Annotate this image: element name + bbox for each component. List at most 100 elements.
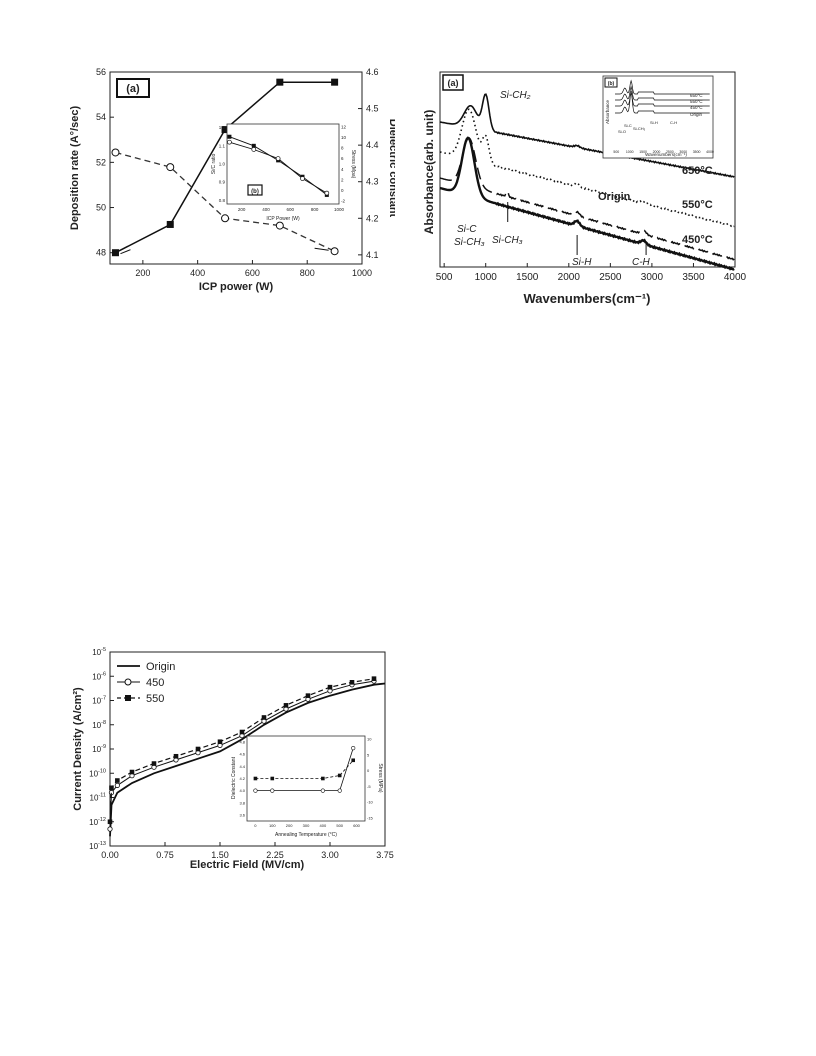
inset-x-tick-label: 100 xyxy=(269,823,276,828)
y-tick-label-right: 4.2 xyxy=(366,213,379,223)
inset-x-tick-label: 2000 xyxy=(653,150,661,154)
inset-point-stress xyxy=(324,190,330,196)
y-tick-label-right: 4.1 xyxy=(366,250,379,260)
inset-x-tick-label: 400 xyxy=(320,823,327,828)
x-tick-label: 0.00 xyxy=(101,850,119,860)
inset-point-dielectric xyxy=(351,746,356,751)
point-550 xyxy=(115,778,120,783)
panel-label: (a) xyxy=(448,78,459,88)
plot-frame xyxy=(439,71,736,268)
inset-y-axis-label: Absorbance xyxy=(605,100,610,125)
inset-point-si-c xyxy=(251,143,256,148)
point-550 xyxy=(129,769,135,775)
point-550 xyxy=(173,753,179,759)
x-tick-label: 2.25 xyxy=(266,850,284,860)
inset-x-tick-label: 1000 xyxy=(334,207,345,212)
inset-peak-si-o: Si-O xyxy=(618,129,626,134)
spectrum-origin xyxy=(439,137,735,261)
inset-point-dielectric xyxy=(337,788,342,793)
y-tick-label: 10-7 xyxy=(92,696,106,706)
inset-y-tick-label: 1.2 xyxy=(219,125,226,130)
arrow-left-axis xyxy=(120,249,131,255)
inset-panel-label-box xyxy=(604,77,618,88)
inset-x-axis-label: Wavenumbers(cm⁻¹) xyxy=(645,152,687,157)
y-tick-label: 10-6 xyxy=(92,671,106,681)
inset-y-tick-label: 4.2 xyxy=(239,776,245,781)
y-tick-label: 52 xyxy=(96,157,106,167)
inset-y-tick-label-right: 10 xyxy=(341,135,347,140)
series-origin-line xyxy=(109,682,386,837)
x-axis-label: Electric Field (MV/cm) xyxy=(190,859,305,871)
inset-y-tick-label: 1.0 xyxy=(219,162,226,167)
point-dielectric-constant xyxy=(275,221,284,230)
inset-peak-c-h: C-H xyxy=(670,120,677,125)
inset-panel-label: (b) xyxy=(251,189,259,195)
inset-point-dielectric xyxy=(270,788,275,793)
point-550 xyxy=(261,715,267,720)
panel-label-box xyxy=(116,78,150,98)
inset-x-tick-label: 200 xyxy=(238,207,246,212)
plot-frame xyxy=(109,71,363,265)
inset-peak-si-ch3: Si-CH₃ xyxy=(633,126,646,131)
inset-point-stress xyxy=(253,776,258,781)
point-dielectric-constant xyxy=(111,148,120,157)
point-450 xyxy=(114,782,120,788)
inset-curve-label-650: 650°C xyxy=(690,93,703,98)
inset-point-stress xyxy=(275,156,281,161)
y-tick-label-right: 4.6 xyxy=(366,67,379,77)
legend-label-450: 450 xyxy=(146,677,164,689)
point-550 xyxy=(349,680,355,685)
point-550 xyxy=(327,684,333,690)
peak-label-si-h: Si-H xyxy=(572,257,592,268)
point-dielectric-constant xyxy=(221,214,230,223)
chart-deposition-rate: 200 400 600 800 100048505254564.14.24.34.44.… xyxy=(69,67,395,293)
panel-label-box xyxy=(442,74,464,91)
inset-x-axis-label: ICP Power (W) xyxy=(266,216,300,222)
legend-label-origin: Origin xyxy=(146,661,175,673)
inset-y-tick-label-right: 2 xyxy=(341,177,344,182)
inset-ftir: 500 1000 1500 2000 2500 3000 3500 4000 (b) Abso… xyxy=(602,75,714,159)
inset-y-tick-label-right: 10 xyxy=(367,737,372,742)
inset-y-tick-label: 0.8 xyxy=(219,198,226,203)
inset-panel-label: (b) xyxy=(608,81,615,87)
y-tick-label: 10-8 xyxy=(92,720,106,730)
inset-point-stress xyxy=(251,147,257,152)
inset-y-tick-label-right: 4 xyxy=(341,167,344,172)
inset-peak-si-h: Si-H xyxy=(650,120,658,125)
inset-peak-si-c: Si-C xyxy=(624,123,632,128)
inset-y-tick-label-right: -2 xyxy=(341,199,345,204)
y-tick-label-right: 4.3 xyxy=(366,177,379,187)
x-tick-label: 500 xyxy=(436,272,453,283)
inset-curve-label-450: 450°C xyxy=(690,105,703,110)
inset-x-tick-label: 800 xyxy=(311,207,319,212)
inset-y-axis-label: Dielectric Constant xyxy=(231,756,237,799)
x-tick-label: 600 xyxy=(245,268,260,278)
x-tick-label: 3.00 xyxy=(321,850,339,860)
y-tick-label: 10-13 xyxy=(89,841,106,851)
point-550 xyxy=(151,761,157,766)
x-tick-label: 2000 xyxy=(558,272,581,283)
inset-y-axis-label-right: Stress (MPa) xyxy=(377,763,383,793)
peak-label-si-c: Si-C xyxy=(457,224,477,235)
y-tick-label: 50 xyxy=(96,203,106,213)
inset-x-tick-label: 1500 xyxy=(639,150,647,154)
inset-y-tick-label: 4.6 xyxy=(239,752,245,757)
inset-y-tick-label-right: -10 xyxy=(367,800,374,805)
inset-y-axis-label-right: Stress (Mpa) xyxy=(350,150,356,179)
y-axis-label: Absorbance(arb. unit) xyxy=(422,110,436,235)
point-deposition-rate xyxy=(221,126,229,134)
inset-x-tick-label: 500 xyxy=(613,150,619,154)
point-550 xyxy=(109,785,114,791)
curve-label-origin: Origin xyxy=(598,191,631,203)
inset-point-stress xyxy=(270,776,275,781)
inset-x-tick-label: 2500 xyxy=(666,150,674,154)
y-tick-label: 56 xyxy=(96,67,106,77)
y-tick-label: 54 xyxy=(96,112,106,122)
inset-y-tick-label: 4.4 xyxy=(239,764,245,769)
inset-point-dielectric xyxy=(320,788,325,793)
spectrum-550c xyxy=(439,108,735,228)
chart-current-density: 0.00 0.75 1.50 2.25 3.00 3.7510-510-610-710-8… xyxy=(72,647,394,871)
inset-y-tick-label-right: -5 xyxy=(367,784,371,789)
inset-spectrum xyxy=(615,90,710,114)
y-tick-label: 10-12 xyxy=(89,817,106,827)
